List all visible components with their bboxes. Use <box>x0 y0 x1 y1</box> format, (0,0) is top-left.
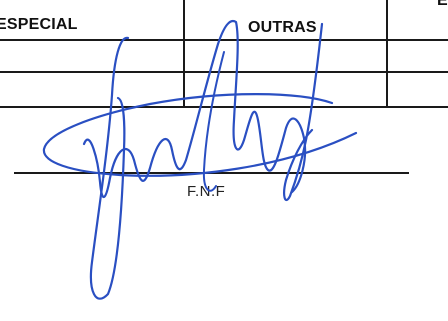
table-rule-3 <box>0 106 448 108</box>
signature-oval-stroke <box>42 93 358 177</box>
signature-flick-stroke <box>202 51 225 192</box>
table-divider-left <box>183 0 185 108</box>
column-label-fragment: E <box>437 0 448 9</box>
column-label-especial: ESPECIAL <box>0 16 78 33</box>
signature-loop-stroke <box>89 36 130 300</box>
table-rule-1 <box>0 39 448 41</box>
signature-body-stroke <box>82 19 307 198</box>
signature-right-stroke <box>283 22 324 202</box>
column-label-outras: OUTRAS <box>248 19 317 36</box>
table-divider-right <box>386 0 388 108</box>
form-table: ESPECIAL OUTRAS E <box>0 0 448 110</box>
table-rule-2 <box>0 71 448 73</box>
